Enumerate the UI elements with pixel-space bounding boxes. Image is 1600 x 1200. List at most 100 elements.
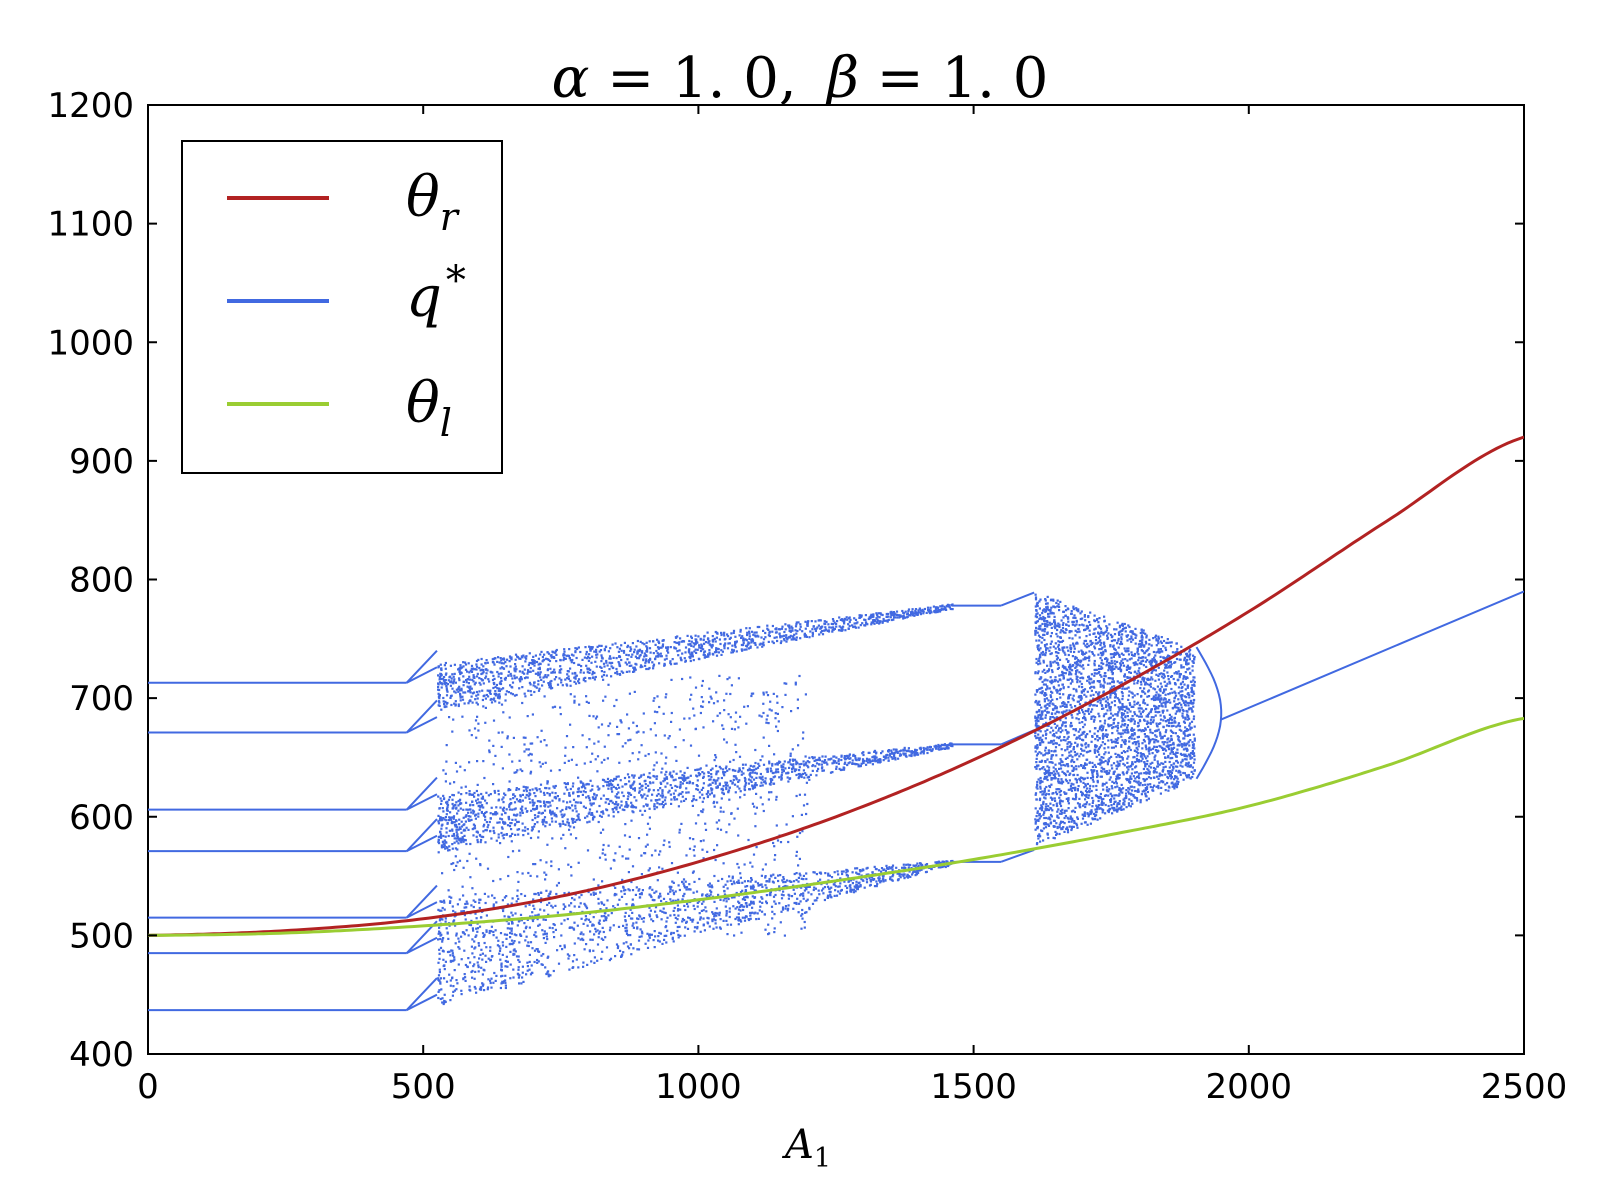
q-star-point [865,622,868,625]
q-star-point [681,791,684,794]
q-star-point [780,893,783,896]
q-star-point [597,884,600,887]
q-star-point [454,700,457,703]
q-star-point [477,794,480,797]
q-star-point [835,756,838,759]
q-star-point [748,637,751,640]
q-star-point [805,781,808,784]
q-star-point [498,945,501,948]
q-star-point [437,683,440,686]
q-star-point [482,983,485,986]
q-star-point [468,687,471,690]
q-star-point [564,783,568,786]
q-star-point [498,821,501,824]
q-star-point [880,867,884,870]
q-star-point [672,909,675,912]
q-star-point [716,827,719,830]
q-star-point [684,778,687,781]
q-star-point [703,772,706,775]
q-star-point [787,780,790,783]
q-star-point [831,630,834,633]
q-star-point [630,648,633,651]
q-star-point [506,927,509,930]
q-star-point [625,663,629,666]
q-star-point [487,895,490,898]
q-star-point [831,628,834,632]
q-star-point [693,930,696,933]
q-star-point [914,874,917,877]
q-star-point [486,988,489,991]
q-star-point [874,755,877,758]
q-star-point [690,693,693,696]
q-star-point [700,643,703,646]
q-star-point [668,885,671,888]
q-star-point [909,863,912,867]
q-star-point [652,665,655,668]
q-star-point [715,636,718,639]
q-star-point [890,878,893,881]
q-star-point [684,651,687,654]
q-star-point [510,674,513,677]
q-star-point [859,764,862,767]
q-star-point [798,763,801,766]
q-star-point [835,625,838,628]
q-star-point [724,781,727,784]
q-star-point [608,668,611,671]
q-star-point [614,886,617,889]
q-star-point [450,896,453,899]
q-star-point [517,820,520,823]
q-star-point [768,877,771,881]
q-star-point [538,923,541,926]
q-star-point [858,757,861,760]
q-star-point [644,661,647,664]
q-star-point [710,773,713,776]
q-star-point [813,886,816,889]
q-star-point [596,929,599,932]
q-star-point [781,635,784,638]
q-star-point [944,865,947,869]
q-star-point [787,840,790,844]
q-star-point [729,716,732,719]
q-star-point [564,678,567,681]
q-star-point [607,798,610,801]
q-star-point [524,660,527,663]
q-star-point [454,924,457,927]
q-star-point [697,771,700,775]
q-star-point [739,909,742,912]
q-star-point [806,622,809,625]
q-star-point [775,636,778,639]
q-star-point [577,816,580,819]
q-star-point [440,818,444,821]
q-star-point [438,979,441,982]
q-star-point [500,813,503,816]
q-star-point [468,852,471,855]
q-star-point [723,709,726,712]
q-star-point [451,730,454,733]
q-star-point [610,675,613,678]
q-star-point [508,716,511,719]
q-star-point [722,785,725,788]
q-star-point [480,792,483,796]
q-star-point [766,627,769,630]
q-star-point [701,793,704,796]
q-star-point [740,773,743,776]
q-star-point [767,634,770,637]
q-star-point [479,953,482,956]
q-star-point [696,788,700,791]
q-star-point [919,611,922,614]
q-star-point [595,653,598,656]
q-star-point [642,917,646,920]
q-star-point [537,689,541,692]
q-star-point [744,763,747,766]
q-star-point [462,680,465,683]
q-star-point [739,715,742,718]
q-star-point [516,972,519,975]
q-star-point [622,924,625,927]
q-star-point [665,646,668,649]
q-star-point [593,671,596,675]
q-star-point [676,925,679,929]
q-star-point [529,670,532,673]
q-star-point [805,885,809,888]
q-star-point [916,753,920,756]
q-star-point [880,613,883,616]
